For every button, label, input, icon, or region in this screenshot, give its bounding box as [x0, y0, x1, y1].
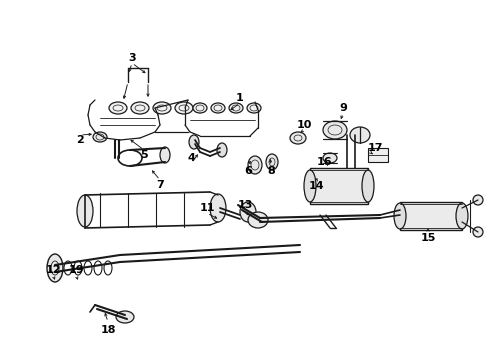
Text: 8: 8	[266, 166, 274, 176]
Bar	[399, 202, 461, 230]
Text: 17: 17	[366, 143, 382, 153]
Ellipse shape	[246, 103, 261, 113]
Text: 13: 13	[237, 200, 252, 210]
Ellipse shape	[47, 254, 63, 282]
Text: 14: 14	[307, 181, 323, 191]
Text: 3: 3	[128, 53, 136, 63]
Text: 10: 10	[296, 120, 311, 130]
Ellipse shape	[361, 170, 373, 202]
Ellipse shape	[240, 202, 256, 222]
Ellipse shape	[455, 203, 467, 229]
Text: 6: 6	[244, 166, 251, 176]
Text: 9: 9	[338, 103, 346, 113]
Ellipse shape	[193, 103, 206, 113]
Text: 5: 5	[140, 150, 147, 160]
Ellipse shape	[265, 154, 278, 170]
Ellipse shape	[131, 102, 149, 114]
Text: 2: 2	[76, 135, 84, 145]
Ellipse shape	[77, 195, 93, 227]
Text: 12: 12	[45, 265, 61, 275]
Ellipse shape	[209, 194, 225, 222]
Ellipse shape	[349, 127, 369, 143]
Text: 7: 7	[156, 180, 163, 190]
Ellipse shape	[175, 102, 193, 114]
Text: 4: 4	[187, 153, 195, 163]
Text: 19: 19	[68, 265, 83, 275]
Ellipse shape	[289, 132, 305, 144]
Ellipse shape	[217, 143, 226, 157]
Ellipse shape	[393, 203, 405, 229]
Ellipse shape	[228, 103, 243, 113]
Ellipse shape	[109, 102, 127, 114]
Ellipse shape	[472, 195, 482, 205]
Ellipse shape	[160, 147, 170, 163]
Text: 15: 15	[420, 233, 435, 243]
Ellipse shape	[247, 212, 267, 228]
Text: 18: 18	[100, 325, 116, 335]
Ellipse shape	[189, 135, 199, 149]
Ellipse shape	[304, 170, 315, 202]
Ellipse shape	[323, 153, 336, 163]
Text: 16: 16	[317, 157, 332, 167]
Ellipse shape	[323, 121, 346, 139]
Ellipse shape	[210, 103, 224, 113]
Text: 11: 11	[199, 203, 214, 213]
Ellipse shape	[153, 102, 171, 114]
Ellipse shape	[247, 156, 262, 174]
Bar	[367, 148, 387, 162]
Ellipse shape	[472, 227, 482, 237]
Bar	[309, 168, 367, 204]
Ellipse shape	[116, 311, 134, 323]
Text: 1: 1	[236, 93, 244, 103]
Ellipse shape	[93, 132, 107, 142]
